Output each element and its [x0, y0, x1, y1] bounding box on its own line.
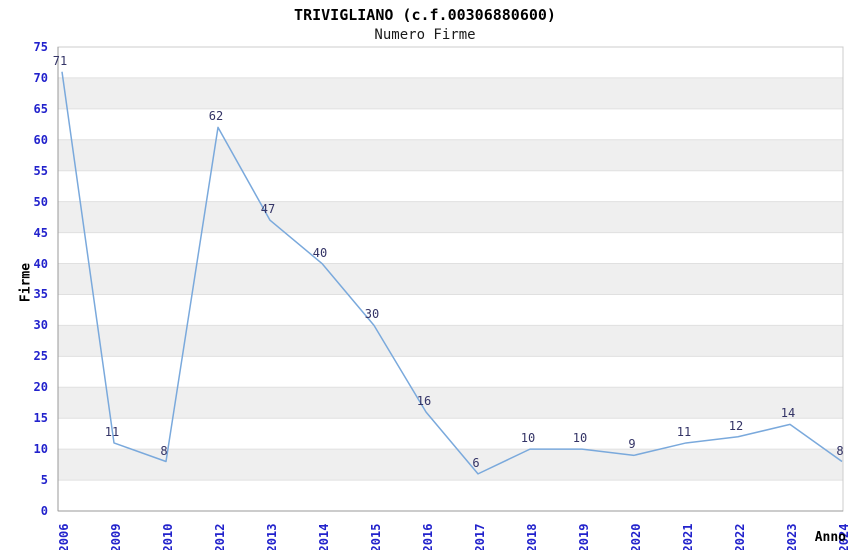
band: [58, 201, 843, 233]
series-line: [61, 71, 843, 475]
data-point-label: 8: [836, 443, 844, 458]
band: [58, 325, 843, 357]
data-point-label: 16: [416, 394, 432, 408]
band: [58, 77, 843, 109]
data-point-label: 8: [160, 443, 168, 458]
x-axis-title: Anno: [814, 530, 846, 545]
data-point-label: 10: [572, 431, 588, 446]
band: [58, 263, 843, 295]
y-tick-label: 55: [33, 163, 48, 178]
y-tick-label: 5: [40, 473, 48, 488]
x-tick-label: 2019: [577, 523, 591, 550]
x-tick-label: 2009: [109, 523, 123, 550]
y-tick-label: 50: [33, 194, 48, 209]
data-point-label: 30: [364, 307, 380, 322]
chart-subtitle: Numero Firme: [374, 27, 476, 43]
x-tick-label: 2006: [57, 523, 71, 550]
x-tick-label: 2020: [629, 523, 643, 550]
data-point-label: 11: [676, 424, 692, 439]
data-point-label: 62: [208, 109, 224, 124]
y-tick-label: 75: [33, 40, 48, 54]
y-tick-label: 70: [33, 70, 48, 85]
data-point-label: 14: [780, 406, 796, 421]
y-tick-label: 10: [33, 442, 48, 457]
y-tick-label: 25: [33, 349, 48, 364]
data-point-label: 40: [312, 245, 328, 260]
y-tick-label: 60: [33, 132, 48, 147]
x-tick-label: 2010: [161, 523, 175, 550]
x-tick-label: 2022: [733, 523, 747, 550]
x-tick-label: 2015: [369, 523, 383, 550]
chart-title: TRIVIGLIANO (c.f.00306880600): [294, 6, 556, 24]
band: [58, 387, 843, 419]
x-tick-label: 2014: [317, 523, 331, 550]
band: [58, 139, 843, 171]
y-tick-label: 45: [33, 225, 48, 240]
y-tick-label: 30: [33, 318, 48, 333]
y-tick-label: 0: [40, 504, 48, 518]
x-tick-label: 2023: [785, 523, 799, 550]
x-tick-label: 2017: [473, 523, 487, 550]
x-tick-label: 2016: [421, 523, 435, 550]
x-tick-label: 2013: [265, 523, 279, 550]
x-tick-label: 2012: [213, 523, 227, 550]
y-tick-label: 40: [33, 256, 48, 271]
y-tick-label: 35: [33, 287, 48, 302]
data-point-label: 12: [728, 418, 744, 433]
data-point-label: 11: [104, 424, 120, 439]
y-tick-label: 15: [33, 411, 48, 426]
y-tick-label: 20: [33, 380, 48, 395]
data-point-label: 6: [472, 455, 480, 470]
data-point-label: 10: [520, 431, 536, 446]
data-point-label: 71: [52, 53, 68, 68]
y-axis-title: Firme: [18, 262, 34, 303]
band: [58, 449, 843, 481]
data-point-label: 9: [628, 437, 636, 452]
x-tick-label: 2021: [681, 523, 695, 550]
data-point-label: 47: [260, 202, 276, 217]
x-tick-label: 2018: [525, 523, 539, 550]
y-tick-label: 65: [33, 101, 48, 116]
